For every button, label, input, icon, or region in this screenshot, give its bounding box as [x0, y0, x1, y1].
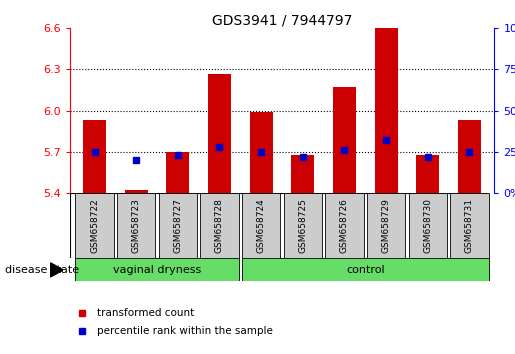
Text: disease state: disease state — [5, 265, 79, 275]
Text: GSM658729: GSM658729 — [382, 198, 390, 253]
Text: GSM658725: GSM658725 — [298, 198, 307, 253]
Text: control: control — [346, 265, 385, 275]
Bar — [75, 193, 114, 258]
Title: GDS3941 / 7944797: GDS3941 / 7944797 — [212, 13, 352, 27]
Bar — [416, 154, 439, 193]
Text: percentile rank within the sample: percentile rank within the sample — [97, 326, 273, 337]
Text: GSM658724: GSM658724 — [256, 198, 266, 253]
Bar — [159, 193, 197, 258]
Text: GSM658726: GSM658726 — [340, 198, 349, 253]
Bar — [75, 258, 238, 281]
Bar — [166, 152, 190, 193]
Text: GSM658727: GSM658727 — [174, 198, 182, 253]
Bar — [250, 112, 272, 193]
Bar — [117, 193, 156, 258]
Bar — [200, 193, 238, 258]
Bar — [125, 190, 148, 193]
Bar — [333, 87, 356, 193]
Text: GSM658731: GSM658731 — [465, 198, 474, 253]
Bar — [374, 28, 398, 193]
Bar — [408, 193, 447, 258]
Text: GSM658728: GSM658728 — [215, 198, 224, 253]
Text: vaginal dryness: vaginal dryness — [113, 265, 201, 275]
Bar — [284, 193, 322, 258]
Text: GSM658722: GSM658722 — [90, 198, 99, 253]
Bar — [208, 74, 231, 193]
Bar — [450, 193, 489, 258]
Bar — [325, 193, 364, 258]
Bar — [83, 120, 106, 193]
Bar — [458, 120, 481, 193]
Text: GSM658730: GSM658730 — [423, 198, 432, 253]
Polygon shape — [50, 263, 63, 277]
Text: GSM658723: GSM658723 — [132, 198, 141, 253]
Bar — [291, 154, 314, 193]
Bar — [242, 258, 489, 281]
Bar — [367, 193, 405, 258]
Text: transformed count: transformed count — [97, 308, 194, 318]
Bar — [242, 193, 280, 258]
